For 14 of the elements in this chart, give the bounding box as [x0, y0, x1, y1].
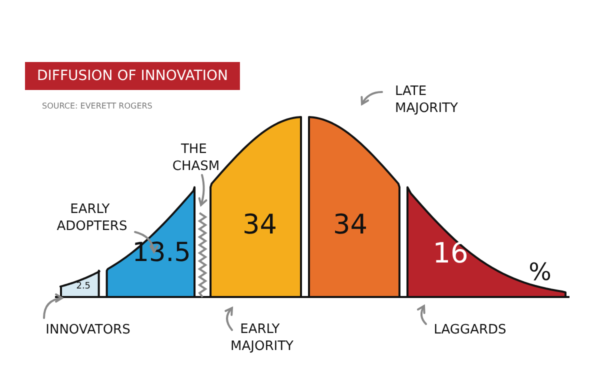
- text: DIFFUSION OF INNOVATION: [37, 68, 228, 84]
- text: %: [528, 258, 552, 286]
- data-label: 34: [242, 210, 278, 240]
- text: SOURCE: EVERETT ROGERS: [42, 102, 152, 110]
- data-label: 13.5: [132, 238, 191, 268]
- data-label: 2.5: [76, 281, 91, 292]
- category-label: LATE MAJORITY: [395, 84, 458, 116]
- data-label: 34: [332, 210, 368, 240]
- text: THE CHASM: [172, 142, 220, 174]
- category-label: EARLY ADOPTERS: [56, 202, 128, 234]
- data-label: 16: [432, 236, 468, 270]
- category-label: LAGGARDS: [434, 322, 506, 338]
- category-label: INNOVATORS: [46, 322, 130, 338]
- category-label: EARLY MAJORITY: [230, 322, 294, 354]
